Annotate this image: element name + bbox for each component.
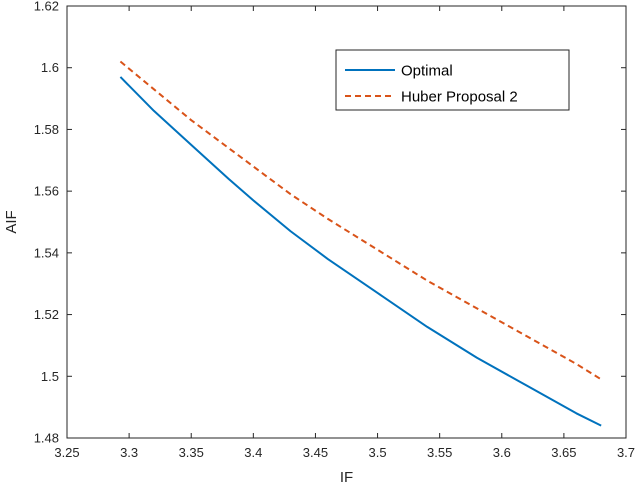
y-tick-label: 1.52: [34, 307, 59, 322]
x-tick-label: 3.25: [54, 445, 79, 460]
legend: Optimal Huber Proposal 2: [335, 49, 570, 111]
x-axis-label: IF: [340, 469, 353, 486]
x-tick-label: 3.45: [303, 445, 328, 460]
x-tick-label: 3.4: [244, 445, 262, 460]
x-axis-ticks: 3.25 3.3 3.35 3.4 3.45 3.5 3.55 3.6 3.65 3.7: [54, 6, 635, 460]
y-tick-label: 1.6: [41, 60, 59, 75]
x-tick-label: 3.6: [493, 445, 511, 460]
x-tick-label: 3.35: [179, 445, 204, 460]
x-tick-label: 3.7: [617, 445, 635, 460]
axes-box: [66, 5, 627, 439]
series-layer: [119, 60, 602, 427]
series-line-optimal: [119, 76, 602, 427]
x-tick-label: 3.5: [369, 445, 387, 460]
y-tick-label: 1.54: [34, 245, 59, 260]
series-line-huber-proposal-2: [119, 60, 602, 381]
x-tick-label: 3.65: [551, 445, 576, 460]
y-axis-ticks: 1.48 1.5 1.52 1.54 1.56 1.58 1.6 1.62: [34, 0, 626, 446]
x-tick-label: 3.3: [120, 445, 138, 460]
y-tick-label: 1.5: [41, 369, 59, 384]
y-tick-label: 1.48: [34, 431, 59, 446]
x-tick-label: 3.55: [427, 445, 452, 460]
y-tick-label: 1.58: [34, 122, 59, 137]
legend-label-huber-proposal-2: Huber Proposal 2: [401, 89, 518, 106]
y-tick-label: 1.56: [34, 184, 59, 199]
axes-layer: [66, 5, 627, 439]
y-axis-label: AIF: [3, 210, 20, 233]
legend-box: [335, 49, 570, 111]
legend-label-optimal: Optimal: [401, 63, 453, 80]
y-tick-label: 1.62: [34, 0, 59, 14]
